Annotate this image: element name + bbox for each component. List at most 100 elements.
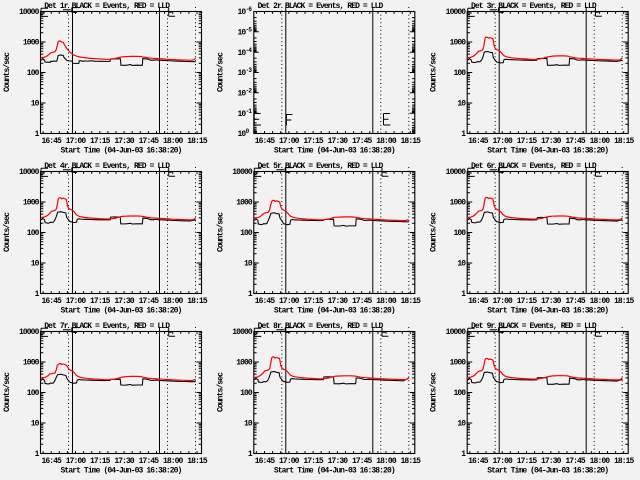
svg-text:18:00: 18:00 — [163, 137, 184, 146]
svg-text:1000: 1000 — [450, 39, 467, 48]
svg-text:Counts/sec: Counts/sec — [216, 212, 225, 252]
svg-text:Det 3r BLACK = Events, RED = L: Det 3r BLACK = Events, RED = LLD — [471, 2, 597, 11]
svg-text:1: 1 — [461, 290, 466, 299]
svg-text:10000: 10000 — [232, 328, 253, 337]
svg-text:-2: -2 — [246, 87, 253, 94]
svg-text:17:15: 17:15 — [517, 297, 538, 306]
svg-text:10000: 10000 — [446, 168, 467, 177]
svg-text:Start Time (04-Jun-03 16:38:20: Start Time (04-Jun-03 16:38:20) — [61, 307, 182, 316]
svg-text:Det 4r BLACK = Events, RED = L: Det 4r BLACK = Events, RED = LLD — [44, 162, 170, 171]
svg-text:1: 1 — [248, 290, 253, 299]
svg-text:10: 10 — [237, 28, 246, 37]
svg-text:100: 100 — [240, 389, 253, 398]
svg-text:10: 10 — [31, 420, 40, 429]
svg-text:16:45: 16:45 — [255, 297, 276, 306]
svg-text:17:15: 17:15 — [90, 457, 111, 466]
svg-text:Counts/sec: Counts/sec — [430, 52, 439, 92]
svg-text:-3: -3 — [246, 67, 253, 74]
svg-text:Start Time (04-Jun-03 16:38:20: Start Time (04-Jun-03 16:38:20) — [61, 147, 182, 156]
svg-text:10: 10 — [237, 130, 246, 139]
svg-text:17:15: 17:15 — [90, 297, 111, 306]
svg-text:10: 10 — [31, 100, 40, 109]
svg-text:10000: 10000 — [19, 328, 40, 337]
svg-text:10: 10 — [244, 420, 253, 429]
svg-text:18:15: 18:15 — [401, 457, 422, 466]
svg-text:16:45: 16:45 — [41, 137, 62, 146]
svg-text:10: 10 — [237, 110, 246, 119]
svg-text:Start Time (04-Jun-03 16:38:20: Start Time (04-Jun-03 16:38:20) — [487, 307, 608, 316]
svg-text:Det 8r BLACK = Events, RED = L: Det 8r BLACK = Events, RED = LLD — [258, 322, 384, 331]
svg-text:18:00: 18:00 — [376, 297, 397, 306]
svg-text:18:00: 18:00 — [163, 297, 184, 306]
svg-text:Start Time (04-Jun-03 16:38:20: Start Time (04-Jun-03 16:38:20) — [61, 467, 182, 476]
svg-text:Det 9r BLACK = Events, RED = L: Det 9r BLACK = Events, RED = LLD — [471, 322, 597, 331]
svg-text:Start Time (04-Jun-03 16:38:20: Start Time (04-Jun-03 16:38:20) — [274, 467, 395, 476]
svg-text:18:15: 18:15 — [187, 137, 208, 146]
svg-text:17:00: 17:00 — [492, 457, 513, 466]
svg-text:10: 10 — [457, 100, 466, 109]
svg-text:18:15: 18:15 — [401, 137, 422, 146]
svg-text:10000: 10000 — [446, 328, 467, 337]
svg-text:18:15: 18:15 — [614, 297, 635, 306]
svg-text:100: 100 — [27, 229, 40, 238]
svg-text:18:00: 18:00 — [163, 457, 184, 466]
svg-text:17:30: 17:30 — [114, 297, 135, 306]
svg-text:17:15: 17:15 — [90, 137, 111, 146]
svg-text:Counts/sec: Counts/sec — [216, 52, 225, 92]
svg-text:-4: -4 — [246, 47, 253, 54]
svg-text:0: 0 — [246, 128, 250, 135]
svg-text:16:45: 16:45 — [468, 457, 489, 466]
svg-text:16:45: 16:45 — [255, 137, 276, 146]
svg-text:1000: 1000 — [23, 359, 40, 368]
svg-text:Det 7r BLACK = Events, RED = L: Det 7r BLACK = Events, RED = LLD — [44, 322, 170, 331]
svg-text:17:45: 17:45 — [139, 297, 160, 306]
svg-text:18:15: 18:15 — [614, 457, 635, 466]
svg-text:Det 1r BLACK = Events, RED = L: Det 1r BLACK = Events, RED = LLD — [44, 2, 170, 11]
svg-text:17:45: 17:45 — [565, 137, 586, 146]
svg-text:Counts/sec: Counts/sec — [3, 372, 12, 412]
svg-text:18:15: 18:15 — [187, 297, 208, 306]
svg-text:Counts/sec: Counts/sec — [216, 372, 225, 412]
svg-text:17:15: 17:15 — [517, 457, 538, 466]
svg-text:17:45: 17:45 — [352, 457, 373, 466]
svg-text:16:45: 16:45 — [468, 297, 489, 306]
svg-text:Counts/sec: Counts/sec — [430, 212, 439, 252]
svg-text:17:45: 17:45 — [352, 137, 373, 146]
svg-text:10000: 10000 — [19, 168, 40, 177]
svg-text:17:00: 17:00 — [492, 297, 513, 306]
svg-text:1: 1 — [35, 130, 40, 139]
svg-text:17:45: 17:45 — [565, 297, 586, 306]
svg-text:Counts/sec: Counts/sec — [3, 212, 12, 252]
svg-text:100: 100 — [453, 69, 466, 78]
svg-text:16:45: 16:45 — [41, 297, 62, 306]
svg-text:1: 1 — [248, 450, 253, 459]
svg-text:18:00: 18:00 — [590, 297, 611, 306]
svg-text:16:45: 16:45 — [41, 457, 62, 466]
svg-text:17:45: 17:45 — [139, 137, 160, 146]
svg-text:17:30: 17:30 — [541, 457, 562, 466]
svg-text:1000: 1000 — [236, 199, 253, 208]
svg-text:17:00: 17:00 — [66, 137, 87, 146]
svg-text:100: 100 — [240, 229, 253, 238]
svg-text:10: 10 — [457, 420, 466, 429]
svg-text:10: 10 — [237, 69, 246, 78]
svg-text:10: 10 — [457, 260, 466, 269]
svg-text:17:15: 17:15 — [303, 297, 324, 306]
svg-text:Start Time (04-Jun-03 16:38:20: Start Time (04-Jun-03 16:38:20) — [487, 147, 608, 156]
svg-text:100: 100 — [27, 389, 40, 398]
svg-text:17:15: 17:15 — [517, 137, 538, 146]
svg-text:17:30: 17:30 — [328, 297, 349, 306]
svg-text:1000: 1000 — [236, 359, 253, 368]
svg-text:18:15: 18:15 — [614, 137, 635, 146]
svg-text:1000: 1000 — [23, 39, 40, 48]
svg-text:17:30: 17:30 — [328, 457, 349, 466]
svg-text:Det 2r BLACK = Events, RED = L: Det 2r BLACK = Events, RED = LLD — [258, 2, 384, 11]
svg-text:Counts/sec: Counts/sec — [430, 372, 439, 412]
svg-text:17:00: 17:00 — [66, 457, 87, 466]
svg-text:17:30: 17:30 — [328, 137, 349, 146]
svg-text:10: 10 — [237, 49, 246, 58]
svg-text:1000: 1000 — [23, 199, 40, 208]
svg-text:17:00: 17:00 — [279, 137, 300, 146]
svg-text:100: 100 — [27, 69, 40, 78]
svg-text:1: 1 — [35, 450, 40, 459]
